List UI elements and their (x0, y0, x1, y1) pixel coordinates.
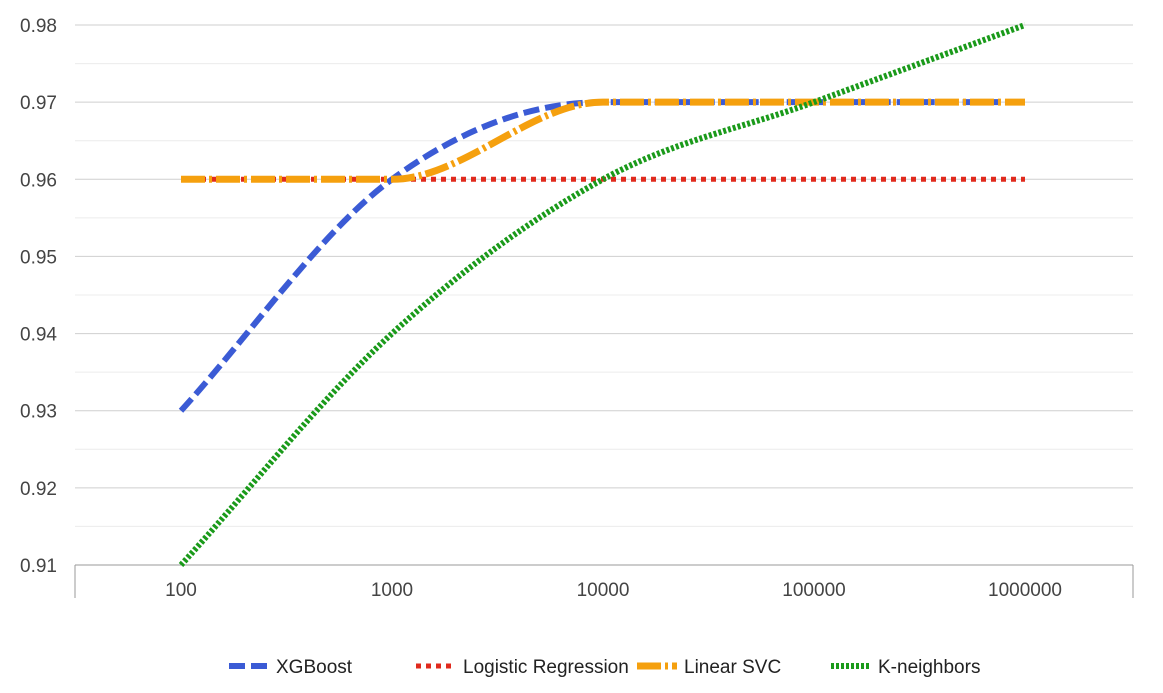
y-tick-label: 0.91 (20, 556, 57, 577)
y-axis: 0.91 0.92 0.93 0.94 0.95 0.96 0.97 0.98 (20, 16, 57, 577)
data-point-linear-svc (181, 179, 182, 180)
series-lines (178, 22, 1027, 568)
x-axis: 100 1000 10000 100000 1000000 (74, 565, 1134, 601)
y-tick-label: 0.97 (20, 93, 57, 114)
x-tick-label: 100 (165, 580, 197, 601)
legend-item-logistic-regression: Logistic Regression (416, 657, 629, 678)
data-point-logistic-regression (1025, 179, 1026, 180)
data-point-k-neighbors (814, 102, 815, 103)
grid-lines (75, 24, 1133, 566)
x-tick-label: 10000 (577, 580, 630, 601)
legend-label: Logistic Regression (463, 657, 629, 678)
x-tick-label: 1000 (371, 580, 413, 601)
data-point-linear-svc (1025, 102, 1026, 103)
legend-item-xgboost: XGBoost (229, 657, 353, 678)
legend-label: XGBoost (276, 657, 353, 678)
x-tick-label: 1000000 (988, 580, 1062, 601)
y-tick-label: 0.95 (20, 247, 57, 268)
series-line-linear-svc (180, 98, 1025, 183)
legend-label: K-neighbors (878, 657, 980, 678)
data-point-logistic-regression (814, 179, 815, 180)
y-tick-label: 0.96 (20, 170, 57, 191)
legend: XGBoost Logistic Regression Linear SVC K-ne… (229, 657, 980, 678)
data-point-k-neighbors (1025, 25, 1026, 26)
y-tick-label: 0.93 (20, 402, 57, 423)
data-point-k-neighbors (392, 333, 393, 334)
y-tick-label: 0.98 (20, 16, 57, 37)
data-point-linear-svc (603, 102, 604, 103)
data-point-xgboost (181, 410, 182, 411)
data-point-k-neighbors (181, 565, 182, 566)
legend-item-linear-svc: Linear SVC (637, 657, 781, 678)
series-line-k-neighbors (178, 22, 1027, 568)
y-tick-label: 0.94 (20, 325, 57, 346)
legend-label: Linear SVC (684, 657, 781, 678)
data-point-k-neighbors (603, 179, 604, 180)
legend-item-k-neighbors: K-neighbors (831, 657, 980, 678)
x-tick-label: 100000 (782, 580, 845, 601)
data-point-linear-svc (392, 179, 393, 180)
y-tick-label: 0.92 (20, 479, 57, 500)
